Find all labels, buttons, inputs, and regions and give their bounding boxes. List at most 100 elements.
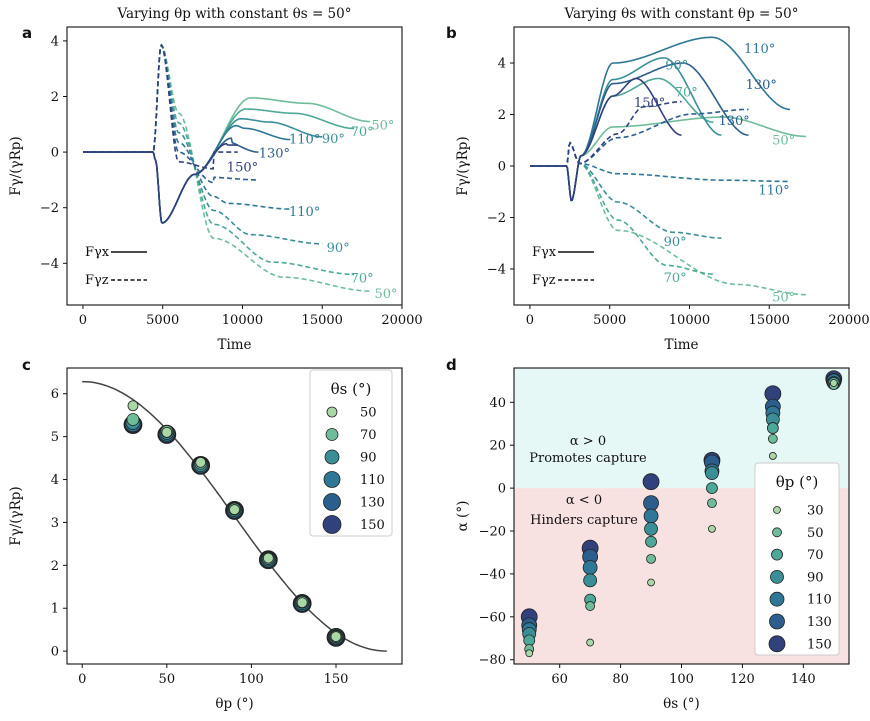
- panel-d: 60 80 100 120 140 −80 −60 −40 −20 0 20 40 θs (°) α (°…: [446, 356, 850, 712]
- data-point: [766, 422, 779, 434]
- fz-curve: [83, 43, 371, 292]
- data-point: [586, 638, 595, 647]
- data-point: [646, 553, 656, 564]
- data-point: [643, 508, 659, 524]
- data-point: [647, 578, 655, 587]
- legend-marker: [323, 471, 341, 488]
- data-point: [642, 473, 660, 491]
- fz-curve: [83, 43, 355, 276]
- series-label: 70°: [351, 272, 374, 287]
- fx-curve: [83, 124, 291, 224]
- data-point: [229, 504, 240, 515]
- legend-entry-label: Fγz: [85, 273, 109, 288]
- x-tick-label: 150: [324, 672, 349, 687]
- x-tick-label: 100: [669, 672, 694, 687]
- y-tick-label: 4: [51, 473, 59, 488]
- series-label: 90°: [327, 241, 350, 256]
- y-tick-label: −4: [40, 257, 59, 272]
- data-point: [829, 379, 838, 387]
- panel-letter: a: [22, 24, 32, 42]
- axes-frame: [66, 26, 403, 306]
- legend-marker: [773, 506, 781, 514]
- region-label: α < 0: [566, 493, 602, 508]
- legend-entry-label: 150: [360, 518, 385, 533]
- panel-a: 0 5000 10000 15000 20000 −4 −2 0 2 4 Time Fγ/(γRp) V…: [8, 6, 423, 353]
- panel-b: 0 5000 10000 15000 20000 −4 −2 0 2 4 Time Fγ/(γRp) V…: [446, 6, 870, 353]
- legend-marker: [770, 570, 784, 584]
- x-tick-label: 20000: [381, 313, 422, 328]
- legend-marker: [771, 548, 783, 561]
- legend-entry-label: 130: [360, 496, 385, 511]
- legend-marker: [769, 591, 785, 607]
- legend-entry-label: 30: [807, 504, 824, 519]
- x-axis-label: θs (°): [663, 696, 700, 712]
- plot-area-a: [83, 43, 371, 292]
- y-tick-label: 4: [498, 57, 506, 72]
- series-label: 110°: [289, 133, 320, 148]
- legend-marker: [325, 428, 339, 441]
- y-tick-label: 6: [51, 387, 59, 402]
- y-tick-label: −40: [479, 567, 506, 582]
- y-tick-label: 2: [51, 90, 59, 105]
- data-point: [127, 400, 139, 412]
- fz-curve: [83, 43, 238, 170]
- y-tick-label: 0: [51, 645, 59, 660]
- y-tick-label: 2: [51, 559, 59, 574]
- panel-title: Varying θs with constant θp = 50°: [563, 6, 798, 22]
- y-tick-label: 5: [51, 430, 59, 445]
- x-axis-label: θp (°): [215, 696, 253, 712]
- y-tick-label: 2: [498, 108, 506, 123]
- series-label: 70°: [351, 125, 374, 140]
- y-tick-label: −2: [40, 201, 59, 216]
- legend-entry-label: 110: [360, 473, 385, 488]
- legend-entry-label: 50: [360, 406, 377, 421]
- axes-frame: [66, 367, 403, 665]
- data-point: [583, 573, 598, 588]
- fz-curve: [530, 100, 682, 167]
- series-label: 70°: [664, 271, 687, 286]
- data-point: [126, 413, 140, 426]
- data-point: [768, 452, 777, 460]
- series-label: 150°: [227, 160, 258, 175]
- panel-c: 0 50 100 150 0 1 2 3 4 5 6 θp (°) Fγ/(γRp) c θs (°) 50 7…: [8, 356, 403, 712]
- fz-curve: [83, 43, 323, 245]
- series-label: 130°: [718, 114, 749, 129]
- y-axis-label: α (°): [455, 501, 471, 532]
- panel-title: Varying θp with constant θs = 50°: [116, 6, 351, 22]
- legend-marker: [326, 406, 338, 418]
- data-point: [330, 631, 342, 642]
- x-tick-label: 50: [159, 672, 176, 687]
- series-label: 110°: [289, 205, 320, 220]
- y-tick-label: −20: [479, 525, 506, 540]
- x-tick-label: 60: [551, 672, 568, 687]
- y-tick-label: −4: [487, 262, 506, 277]
- legend-entry-label: 70: [360, 428, 377, 443]
- y-axis-label: Fγ/(γRp): [455, 136, 471, 195]
- data-point: [582, 560, 598, 575]
- y-tick-label: 0: [498, 482, 506, 497]
- legend-entry-label: 110: [807, 593, 832, 608]
- y-tick-label: 4: [51, 34, 59, 49]
- series-label: 50°: [772, 133, 795, 148]
- x-tick-label: 10000: [222, 313, 263, 328]
- y-tick-label: −2: [487, 211, 506, 226]
- legend-title: θp (°): [776, 473, 819, 491]
- fz-curve: [530, 141, 722, 239]
- x-tick-label: 0: [79, 313, 87, 328]
- legend-entry-label: 130: [807, 615, 832, 630]
- data-point: [708, 524, 716, 533]
- legend-entry-label: Fγx: [85, 245, 110, 260]
- panel-letter: b: [446, 24, 457, 42]
- axes-frame: [513, 26, 850, 306]
- legend-marker: [322, 515, 342, 534]
- x-tick-label: 140: [791, 672, 816, 687]
- y-axis-label: Fγ/(γRp): [8, 136, 24, 195]
- fx-curve: [83, 137, 259, 224]
- data-point: [645, 535, 657, 548]
- x-tick-label: 120: [730, 672, 755, 687]
- legend-entry-label: 150: [807, 637, 832, 652]
- series-label: 50°: [371, 119, 394, 134]
- legend-marker: [769, 613, 785, 630]
- data-point: [161, 426, 173, 438]
- x-tick-label: 100: [239, 672, 264, 687]
